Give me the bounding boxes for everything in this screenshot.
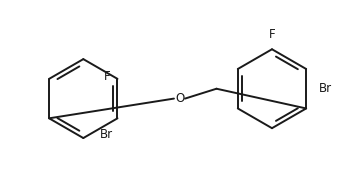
Text: O: O: [175, 92, 184, 105]
Text: F: F: [103, 70, 110, 83]
Text: Br: Br: [319, 82, 332, 95]
Text: F: F: [269, 28, 275, 41]
Text: Br: Br: [99, 128, 113, 141]
